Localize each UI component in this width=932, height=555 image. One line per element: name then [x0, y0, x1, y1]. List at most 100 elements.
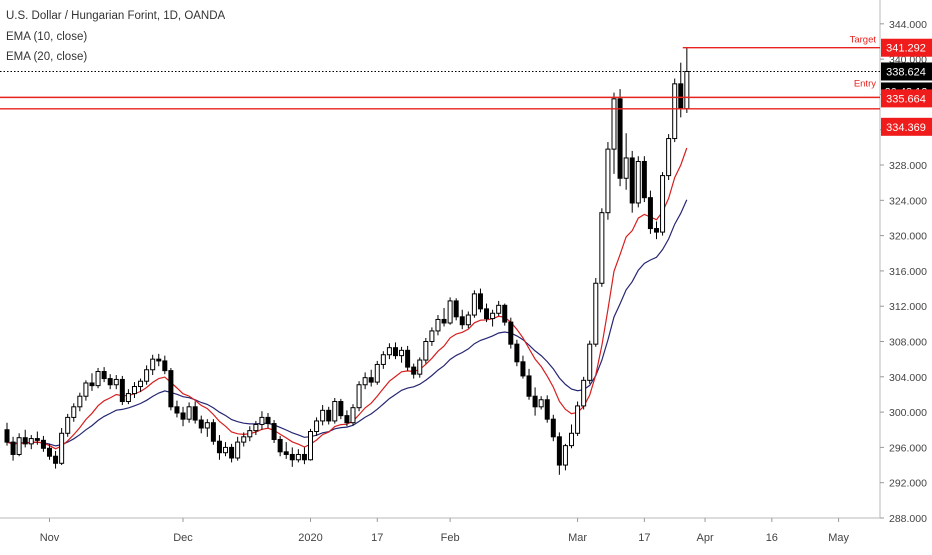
- candle-body: [526, 375, 532, 397]
- candle-body: [484, 308, 490, 320]
- candle: [107, 374, 113, 390]
- candle-body: [241, 436, 247, 443]
- candle: [83, 380, 89, 401]
- candle-body: [223, 446, 229, 454]
- y-tick-label: 292.000: [889, 478, 927, 490]
- candle-body: [490, 312, 496, 320]
- candle: [119, 375, 125, 406]
- x-tick-label: 16: [766, 532, 778, 544]
- x-tick-label: Nov: [40, 532, 60, 544]
- candle: [28, 435, 34, 450]
- candle: [623, 133, 629, 190]
- y-tick-label: 300.000: [889, 407, 927, 419]
- candle-body: [356, 384, 362, 409]
- candle: [374, 360, 380, 385]
- candle-body: [587, 343, 593, 381]
- candle-body: [156, 358, 162, 362]
- candle: [34, 431, 40, 445]
- candle-body: [338, 401, 344, 417]
- candle: [271, 420, 277, 443]
- candle: [605, 142, 611, 220]
- candle-body: [265, 416, 271, 425]
- entry-price-label: 335.664: [881, 89, 932, 108]
- candle: [71, 403, 77, 422]
- candle-body: [138, 380, 144, 388]
- candle: [186, 402, 192, 423]
- candle: [490, 309, 496, 327]
- candle: [496, 300, 502, 316]
- candle: [265, 412, 271, 428]
- candle-body: [40, 439, 46, 449]
- y-tick-label: 288.000: [889, 513, 927, 525]
- candle-body: [314, 420, 320, 433]
- candle: [320, 405, 326, 426]
- candle-body: [186, 406, 192, 420]
- candle-body: [150, 358, 156, 371]
- candle-body: [520, 361, 526, 377]
- x-tick-label: May: [828, 532, 849, 544]
- candle-body: [569, 432, 575, 447]
- candle-body: [53, 455, 59, 464]
- candle-body: [411, 366, 417, 375]
- candle-body: [653, 228, 659, 233]
- candle: [684, 47, 690, 113]
- candle: [617, 89, 623, 187]
- x-tick-label: Feb: [441, 532, 460, 544]
- candle-body: [672, 83, 678, 140]
- candle-body: [107, 378, 113, 386]
- y-tick-label: 340.000: [889, 54, 927, 66]
- candle: [131, 382, 137, 398]
- candle-body: [465, 314, 471, 326]
- x-tick-label: 17: [638, 532, 650, 544]
- candle: [526, 368, 532, 400]
- candle: [46, 443, 52, 460]
- candle: [392, 342, 398, 360]
- candle: [556, 432, 562, 475]
- candle-body: [162, 360, 168, 372]
- candle-body: [216, 440, 222, 454]
- candle-body: [496, 304, 502, 314]
- candle: [502, 303, 508, 326]
- candle: [241, 432, 247, 447]
- y-tick-label: 328.000: [889, 160, 927, 172]
- candle-body: [386, 347, 392, 356]
- candle: [138, 378, 144, 392]
- candle-body: [514, 343, 520, 363]
- candle: [629, 150, 635, 213]
- candle: [89, 373, 95, 391]
- candle-body: [235, 441, 241, 459]
- candle: [647, 190, 653, 234]
- candle: [581, 376, 587, 410]
- candle-body: [605, 148, 611, 214]
- candle-body: [34, 438, 40, 441]
- candle-body: [660, 175, 666, 233]
- x-tick-label: 17: [371, 532, 383, 544]
- candle: [277, 435, 283, 457]
- candle: [405, 345, 411, 371]
- candle-body: [10, 441, 16, 455]
- candle: [295, 449, 301, 463]
- candle: [259, 411, 265, 430]
- candle-body: [532, 395, 538, 408]
- candle: [101, 367, 107, 383]
- candle-body: [581, 379, 587, 407]
- y-tick-label: 304.000: [889, 372, 927, 384]
- candle-body: [362, 377, 368, 386]
- last-price-label-bg: [881, 62, 932, 81]
- candle-body: [28, 438, 34, 445]
- candle: [338, 398, 344, 420]
- candle-body: [344, 415, 350, 424]
- candle-body: [477, 293, 483, 310]
- level-name-label: Target: [850, 35, 877, 46]
- candle-body: [575, 405, 581, 434]
- candle-body: [89, 382, 95, 387]
- candle: [666, 134, 672, 181]
- y-tick-label: 312.000: [889, 301, 927, 313]
- candle: [477, 288, 483, 313]
- candle: [65, 413, 71, 437]
- candle: [635, 156, 641, 208]
- candle-body: [459, 316, 465, 326]
- candle: [40, 435, 46, 452]
